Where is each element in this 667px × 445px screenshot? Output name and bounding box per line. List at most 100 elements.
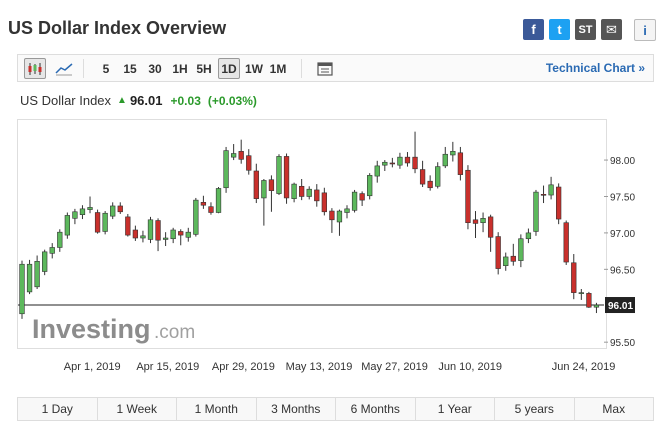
range-1-month[interactable]: 1 Month	[177, 398, 257, 420]
price-change: +0.03	[170, 93, 201, 108]
candle-body	[193, 199, 199, 235]
interval-5h[interactable]: 5H	[196, 61, 212, 76]
candle-body	[495, 236, 501, 269]
x-tick-label: Apr 15, 2019	[136, 361, 199, 373]
candle-body	[472, 219, 479, 224]
candle-body	[170, 229, 176, 240]
candle-body	[238, 151, 244, 160]
info-button[interactable]: i	[634, 19, 656, 41]
candle-body	[367, 175, 373, 197]
fullscreen-icon[interactable]	[314, 58, 336, 79]
candle-body	[253, 170, 259, 199]
candle-body	[306, 188, 312, 197]
chart-plot-area	[17, 119, 607, 349]
candle-body	[487, 216, 494, 238]
candle-body	[571, 262, 577, 293]
candle-body	[321, 192, 327, 213]
stocktwits-icon[interactable]: ST	[575, 19, 596, 40]
candle-body	[140, 235, 146, 239]
candle-body	[382, 161, 388, 166]
interval-30[interactable]: 30	[148, 61, 162, 76]
range-6-months[interactable]: 6 Months	[336, 398, 416, 420]
range-1-day[interactable]: 1 Day	[18, 398, 98, 420]
candle-body	[87, 207, 93, 210]
interval-1w[interactable]: 1W	[245, 61, 263, 76]
interval-5[interactable]: 5	[102, 61, 110, 76]
candle-body	[503, 256, 509, 266]
candle-body	[374, 165, 380, 177]
candlestick-chart: Investing .com 98.00 97.50 97.00 96.50 96.01…	[18, 131, 635, 373]
candle-body	[178, 231, 184, 236]
y-tick-label: 97.50	[610, 192, 635, 203]
candle-body	[246, 155, 252, 171]
y-tick-label: 98.00	[610, 156, 635, 167]
candle-body	[518, 238, 524, 261]
chart-toolbar: 5 15 30 1H 5H 1D 1W 1M Technical Chart »	[17, 54, 654, 82]
y-tick-label: 97.00	[610, 229, 635, 240]
candle-body	[299, 185, 305, 197]
share-bar: f t ST ✉	[523, 19, 627, 40]
candle-body	[34, 261, 40, 288]
candle-body	[397, 156, 403, 166]
interval-1m[interactable]: 1M	[269, 61, 287, 76]
investing-watermark: Investing .com	[32, 314, 195, 344]
range-3-months[interactable]: 3 Months	[256, 398, 336, 420]
candle-body	[389, 162, 396, 165]
x-tick-label: Jun 10, 2019	[438, 361, 502, 373]
candle-body	[563, 222, 569, 263]
range-max[interactable]: Max	[574, 398, 653, 420]
candle-body	[412, 156, 418, 170]
interval-15[interactable]: 15	[123, 61, 137, 76]
range-5-years[interactable]: 5 years	[495, 398, 575, 420]
candle-body	[261, 180, 267, 199]
candle-body	[540, 194, 547, 196]
interval-1h[interactable]: 1H	[172, 61, 188, 76]
x-tick-label: Apr 29, 2019	[212, 361, 275, 373]
candle-body	[404, 156, 411, 164]
area-chart-icon[interactable]	[53, 58, 75, 79]
candle-body	[155, 220, 161, 241]
candle-body	[79, 208, 86, 215]
candle-body	[510, 255, 516, 262]
candle-body	[314, 189, 320, 202]
twitter-icon[interactable]: t	[549, 19, 570, 40]
candle-body	[200, 202, 207, 206]
page-title: US Dollar Index Overview	[8, 18, 227, 38]
candle-body	[72, 211, 78, 219]
price-change-percent: (+0.03%)	[207, 93, 257, 108]
candle-body	[64, 215, 70, 236]
instrument-name: US Dollar Index	[20, 93, 112, 108]
candle-body	[344, 208, 350, 213]
candle-body	[450, 151, 456, 156]
candle-body	[351, 191, 358, 211]
candle-body	[291, 183, 297, 199]
candle-body	[132, 229, 139, 239]
candle-body	[533, 191, 539, 232]
range-1-week[interactable]: 1 Week	[97, 398, 177, 420]
candle-body	[185, 231, 191, 238]
candle-body	[223, 150, 229, 189]
candlestick-icon[interactable]	[24, 58, 46, 79]
candle-body	[102, 212, 108, 232]
up-arrow-icon: ▲	[117, 95, 127, 106]
technical-chart-link[interactable]: Technical Chart »	[545, 61, 645, 75]
range-1-year[interactable]: 1 Year	[415, 398, 495, 420]
candle-body	[110, 205, 116, 217]
candle-body	[19, 263, 25, 315]
email-icon[interactable]: ✉	[601, 19, 622, 40]
svg-text:Investing: Investing	[32, 314, 151, 344]
y-tick-label: 96.01	[608, 301, 633, 312]
facebook-icon[interactable]: f	[523, 19, 544, 40]
candle-body	[593, 304, 600, 308]
candle-body	[556, 186, 562, 220]
interval-1d[interactable]: 1D	[218, 58, 240, 79]
x-tick-label: Apr 1, 2019	[64, 361, 121, 373]
y-tick-label: 95.50	[610, 338, 635, 349]
candle-body	[147, 219, 154, 240]
candle-body	[359, 193, 365, 201]
candle-body	[578, 292, 584, 294]
candle-body	[435, 166, 441, 187]
svg-text:.com: .com	[154, 322, 195, 343]
candle-body	[329, 210, 335, 221]
candle-body	[215, 188, 222, 213]
